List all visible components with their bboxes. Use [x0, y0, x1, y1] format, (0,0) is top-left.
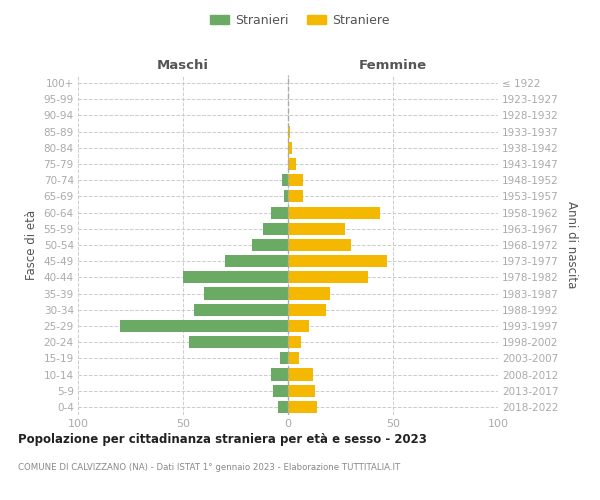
Bar — [120, 320, 288, 332]
Bar — [288, 190, 303, 202]
Bar — [288, 304, 326, 316]
Bar — [288, 239, 351, 251]
Bar — [271, 206, 288, 218]
Bar — [225, 255, 288, 268]
Bar — [288, 401, 317, 413]
Legend: Stranieri, Straniere: Stranieri, Straniere — [205, 8, 395, 32]
Bar — [288, 384, 316, 397]
Bar — [288, 288, 330, 300]
Text: Popolazione per cittadinanza straniera per età e sesso - 2023: Popolazione per cittadinanza straniera p… — [18, 432, 427, 446]
Bar — [288, 352, 299, 364]
Bar — [189, 336, 288, 348]
Y-axis label: Anni di nascita: Anni di nascita — [565, 202, 578, 288]
Bar — [288, 142, 292, 154]
Bar — [284, 190, 288, 202]
Bar — [288, 158, 296, 170]
Bar — [277, 401, 288, 413]
Bar — [271, 368, 288, 380]
Text: COMUNE DI CALVIZZANO (NA) - Dati ISTAT 1° gennaio 2023 - Elaborazione TUTTITALIA: COMUNE DI CALVIZZANO (NA) - Dati ISTAT 1… — [18, 462, 400, 471]
Bar — [288, 336, 301, 348]
Bar — [288, 368, 313, 380]
Bar — [282, 174, 288, 186]
Bar — [252, 239, 288, 251]
Bar — [288, 126, 290, 138]
Bar — [288, 206, 380, 218]
Text: Maschi: Maschi — [157, 59, 209, 72]
Bar — [288, 255, 387, 268]
Bar — [193, 304, 288, 316]
Bar — [263, 222, 288, 235]
Bar — [204, 288, 288, 300]
Bar — [288, 272, 368, 283]
Bar — [280, 352, 288, 364]
Bar — [288, 320, 309, 332]
Bar — [274, 384, 288, 397]
Bar — [288, 174, 303, 186]
Bar — [183, 272, 288, 283]
Text: Femmine: Femmine — [359, 59, 427, 72]
Bar — [288, 222, 345, 235]
Y-axis label: Fasce di età: Fasce di età — [25, 210, 38, 280]
